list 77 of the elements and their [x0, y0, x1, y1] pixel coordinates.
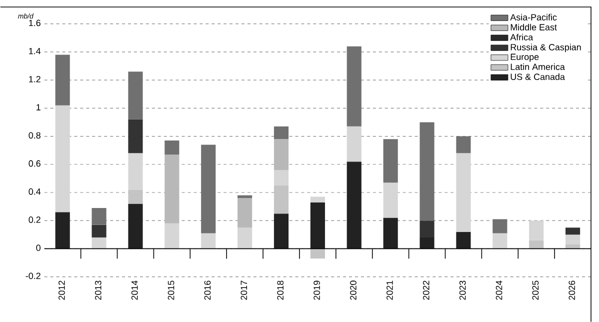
x-tick-label: 2014 — [131, 280, 138, 300]
bar — [346, 126, 362, 162]
bar — [128, 119, 143, 154]
y-tick-label: 0.4 — [28, 188, 41, 195]
bar — [128, 72, 143, 120]
bar — [456, 136, 471, 154]
x-tick-label: 2025 — [532, 280, 539, 300]
bar — [456, 232, 471, 249]
bar — [274, 213, 289, 249]
bar — [92, 224, 106, 238]
bar — [492, 219, 508, 234]
bar — [274, 185, 289, 214]
y-tick-label: -0.2 — [26, 272, 40, 280]
bar — [92, 237, 106, 249]
x-tick-label: 2015 — [168, 280, 174, 300]
y-tick-label: 0.8 — [28, 132, 40, 138]
x-tick-label: 2016 — [204, 280, 211, 300]
bar — [128, 153, 143, 190]
x-tick-label: 2022 — [422, 280, 430, 300]
legend-label: Africa — [510, 34, 534, 40]
bar — [310, 202, 325, 249]
legend-label: Asia-Pacific — [510, 14, 557, 20]
bar — [310, 196, 325, 202]
bar — [274, 126, 289, 140]
x-tick-label: 2017 — [240, 280, 248, 300]
bar — [420, 237, 434, 249]
bar — [55, 212, 70, 249]
bar — [92, 208, 106, 225]
bar — [420, 122, 434, 221]
bar — [274, 139, 289, 170]
bar — [383, 218, 398, 249]
bar — [383, 182, 398, 218]
bar — [164, 140, 180, 154]
bar — [310, 248, 325, 258]
bar — [420, 220, 434, 238]
x-tick-label: 2020 — [350, 280, 356, 300]
x-tick-label: 2019 — [314, 280, 320, 300]
bar — [164, 154, 180, 224]
x-tick-label: 2023 — [459, 280, 466, 300]
x-tick-label: 2026 — [568, 280, 576, 300]
y-tick-label: 1.2 — [29, 76, 40, 82]
bar — [201, 144, 216, 234]
bar — [128, 190, 143, 204]
y-tick-label: 0.6 — [28, 160, 40, 167]
bar — [566, 228, 580, 235]
bar — [529, 220, 544, 240]
bar — [346, 46, 362, 126]
x-tick-label: 2013 — [94, 280, 102, 300]
bar — [456, 153, 471, 232]
x-tick-label: 2021 — [386, 280, 393, 300]
bar — [201, 233, 216, 249]
bar — [492, 233, 508, 249]
y-tick-label: 0 — [36, 244, 41, 251]
bar — [238, 228, 252, 249]
bar — [383, 139, 398, 183]
bar — [164, 223, 180, 249]
y-tick-label: 1.4 — [29, 48, 41, 54]
bar — [128, 204, 143, 249]
legend-label: US & Canada — [510, 73, 565, 80]
y-tick-label: 0.2 — [28, 216, 40, 223]
y-tick-label: 1 — [36, 104, 40, 110]
x-tick-label: 2018 — [277, 280, 284, 300]
y-tick-label: 1.6 — [29, 20, 40, 26]
legend-label: Latin America — [510, 63, 565, 70]
bar — [529, 240, 544, 249]
bar — [566, 244, 580, 249]
x-tick-label: 2024 — [496, 280, 502, 300]
legend-label: Middle East — [510, 24, 557, 30]
bar — [238, 198, 252, 228]
x-tick-label: 2012 — [58, 280, 65, 300]
bar — [566, 234, 580, 244]
bar — [55, 105, 70, 212]
bar — [274, 170, 289, 186]
bar — [55, 54, 70, 106]
bar — [346, 161, 362, 249]
legend-label: Russia & Caspian — [510, 44, 581, 52]
legend-label: Europe — [510, 54, 539, 62]
